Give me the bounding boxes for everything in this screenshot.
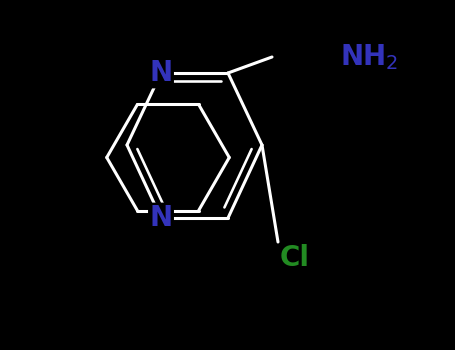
Text: NH$_2$: NH$_2$ [340,42,399,72]
Text: Cl: Cl [280,244,310,272]
Text: N: N [149,59,172,87]
Text: N: N [149,204,172,232]
